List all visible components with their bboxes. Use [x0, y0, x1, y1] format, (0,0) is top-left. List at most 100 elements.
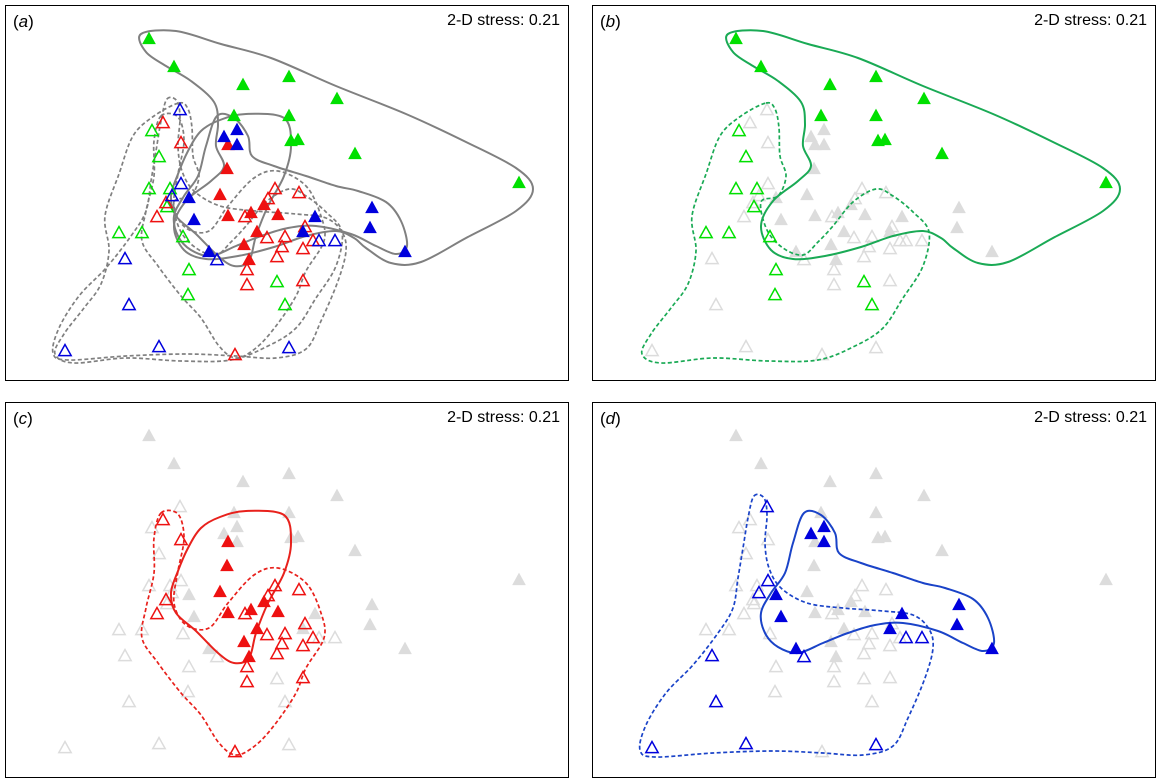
point-green-open-1-13	[728, 180, 744, 195]
bg-point-2-67	[327, 629, 343, 644]
bg-point-3-40	[824, 605, 840, 620]
bg-point-2-62	[398, 641, 412, 655]
point-red-open-2-46	[269, 645, 285, 660]
bg-point-2-55	[182, 587, 196, 601]
outline-blue-open	[51, 96, 348, 361]
point-red-open-0-42	[277, 228, 293, 243]
point-red-open-2-34	[173, 531, 189, 546]
bg-point-2-72	[57, 739, 73, 754]
point-blue-filled-3-59	[895, 606, 909, 620]
point-blue-filled-0-60	[296, 224, 310, 238]
point-green-filled-1-8	[878, 132, 892, 146]
bg-point-3-42	[864, 625, 880, 640]
bg-point-1-49	[882, 272, 898, 287]
outline-green-filled	[725, 29, 1122, 266]
panel-a: (a) 2-D stress: 0.21	[5, 5, 569, 381]
point-blue-open-0-65	[164, 187, 180, 202]
point-red-open-0-39	[260, 190, 276, 205]
bg-point-1-67	[914, 232, 930, 247]
point-red-filled-0-25	[213, 187, 227, 201]
bg-point-3-51	[814, 743, 830, 758]
point-green-filled-0-5	[227, 108, 241, 122]
point-blue-filled-0-58	[363, 220, 377, 234]
point-red-open-2-36	[149, 605, 165, 620]
bg-point-1-69	[704, 250, 720, 265]
point-red-open-0-36	[149, 208, 165, 223]
bg-point-2-70	[121, 693, 137, 708]
point-green-open-1-22	[864, 296, 880, 311]
point-green-open-1-20	[856, 273, 872, 288]
bg-point-2-54	[230, 519, 244, 533]
bg-point-1-65	[751, 187, 767, 202]
panel-c: (c) 2-D stress: 0.21	[5, 402, 569, 778]
point-red-open-2-40	[237, 605, 253, 620]
bg-point-2-9	[348, 543, 362, 557]
point-blue-filled-0-62	[398, 244, 412, 258]
panel-label-c: (c)	[13, 409, 33, 428]
bg-point-1-73	[868, 339, 884, 354]
bg-point-1-38	[878, 184, 894, 199]
bg-point-3-46	[856, 645, 872, 660]
outline-blue-filled	[759, 509, 996, 655]
point-green-filled-0-6	[282, 108, 296, 122]
point-red-filled-0-31	[250, 224, 264, 238]
point-green-open-1-17	[721, 224, 737, 239]
point-green-filled-1-1	[754, 59, 768, 73]
outline-green-filled	[138, 29, 535, 266]
bg-point-3-21	[767, 683, 783, 698]
point-red-open-0-48	[239, 261, 255, 276]
bg-point-3-19	[768, 658, 784, 673]
point-red-filled-2-32	[242, 649, 256, 663]
point-red-open-2-48	[239, 658, 255, 673]
bg-point-3-41	[846, 626, 862, 641]
point-green-filled-0-0	[142, 31, 156, 45]
bg-point-3-34	[760, 531, 776, 546]
bg-point-1-54	[817, 122, 831, 136]
point-blue-filled-0-59	[308, 209, 322, 223]
bg-point-3-24	[807, 558, 821, 572]
bg-point-2-2	[236, 474, 250, 488]
bg-point-2-64	[173, 572, 189, 587]
bg-point-1-63	[759, 101, 775, 116]
point-red-open-0-45	[274, 238, 290, 253]
point-blue-open-3-68	[796, 648, 812, 663]
point-red-open-2-39	[260, 587, 276, 602]
point-red-filled-0-28	[221, 208, 235, 222]
point-blue-open-3-71	[738, 735, 754, 750]
bg-point-3-36	[736, 605, 752, 620]
bg-point-1-48	[826, 261, 842, 276]
bg-point-3-17	[721, 621, 737, 636]
bg-point-2-18	[175, 625, 191, 640]
bg-point-3-6	[869, 505, 883, 519]
bg-point-1-64	[760, 175, 776, 190]
bg-point-2-0	[142, 428, 156, 442]
point-blue-filled-3-60	[883, 621, 897, 635]
point-blue-filled-0-61	[202, 244, 216, 258]
point-red-open-0-41	[259, 229, 275, 244]
bg-point-1-28	[808, 208, 822, 222]
bg-point-3-48	[826, 658, 842, 673]
bg-point-3-23	[808, 534, 822, 548]
bg-point-2-63	[172, 498, 188, 513]
point-red-filled-2-23	[221, 534, 235, 548]
point-green-filled-0-8	[291, 132, 305, 146]
point-red-open-2-43	[297, 615, 313, 630]
bg-point-2-3	[282, 466, 296, 480]
point-red-filled-0-29	[271, 207, 285, 221]
bg-point-3-11	[731, 519, 747, 534]
bg-point-1-40	[824, 208, 840, 223]
point-green-filled-1-10	[1099, 175, 1113, 189]
point-green-filled-0-4	[330, 91, 344, 105]
point-blue-open-3-73	[868, 736, 884, 751]
bg-point-3-33	[742, 511, 758, 526]
bg-point-1-71	[738, 338, 754, 353]
point-red-open-2-47	[295, 637, 311, 652]
bg-point-1-70	[708, 296, 724, 311]
point-green-filled-0-9	[348, 146, 362, 160]
bg-point-1-36	[736, 208, 752, 223]
point-red-filled-2-30	[237, 634, 251, 648]
bg-point-3-45	[861, 635, 877, 650]
bg-point-1-42	[864, 228, 880, 243]
bg-point-3-15	[746, 595, 762, 610]
point-blue-open-0-70	[121, 296, 137, 311]
